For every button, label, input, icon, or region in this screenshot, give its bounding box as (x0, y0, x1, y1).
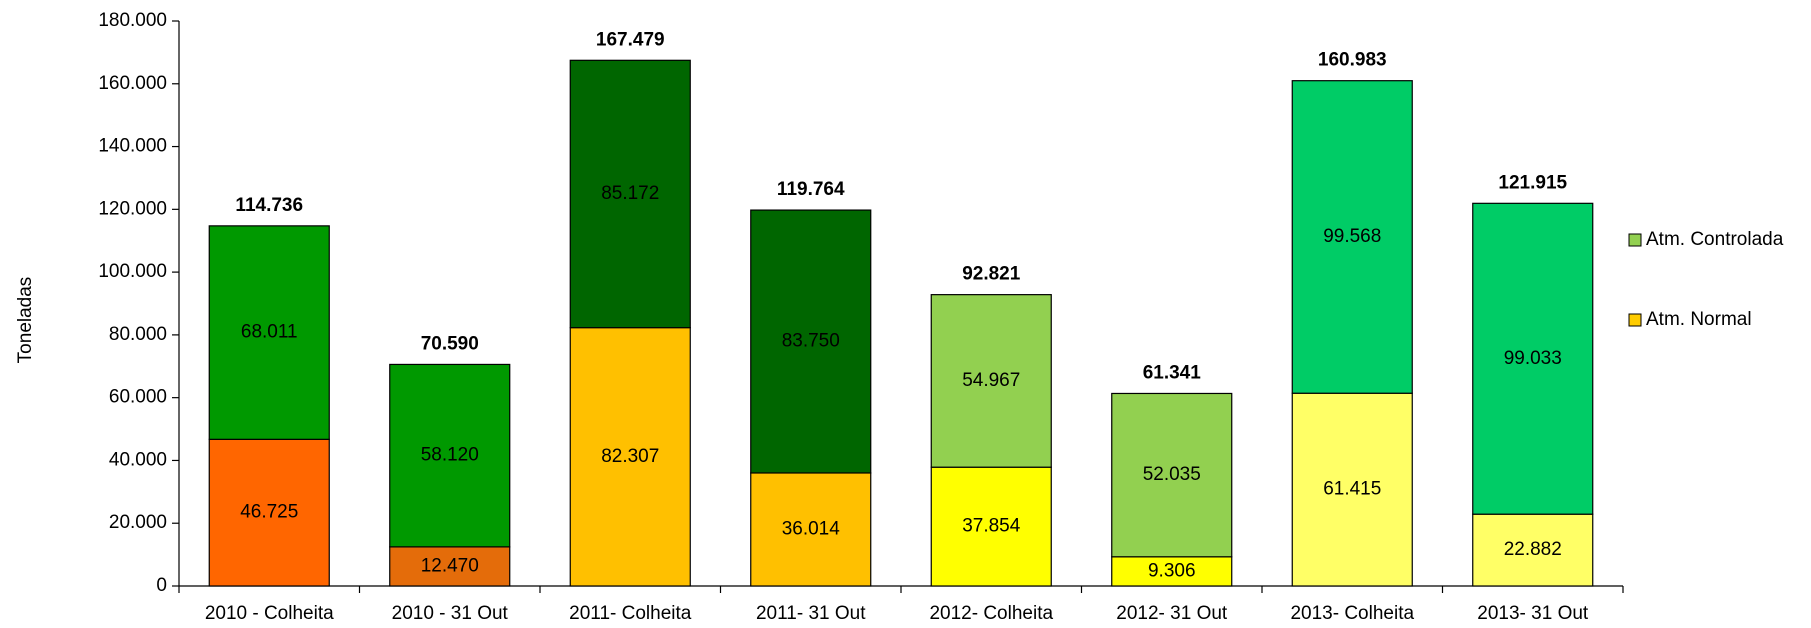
bar-segment (569, 327, 691, 587)
total-label: 167.479 (596, 29, 665, 50)
x-tick-label: 2010 - 31 Out (392, 603, 509, 624)
y-tick-label: 0 (156, 575, 167, 596)
y-tick-label: 20.000 (109, 512, 167, 533)
legend-label: Atm. Controlada (1646, 229, 1784, 250)
total-label: 121.915 (1498, 172, 1567, 193)
legend-swatch (1628, 313, 1642, 327)
value-label: 61.415 (1323, 479, 1381, 500)
value-label: 58.120 (421, 445, 479, 466)
y-tick-label: 100.000 (98, 261, 167, 282)
legend-swatch (1628, 233, 1642, 247)
total-label: 114.736 (235, 195, 303, 216)
total-label: 70.590 (421, 333, 479, 354)
value-label: 36.014 (782, 518, 841, 539)
value-label: 52.035 (1143, 464, 1201, 485)
bar-segment (1472, 202, 1594, 515)
bar-segment (750, 472, 872, 587)
value-label: 46.725 (240, 502, 298, 523)
x-tick-label: 2012- 31 Out (1116, 603, 1228, 624)
value-label: 83.750 (782, 331, 840, 352)
x-tick-label: 2013- Colheita (1290, 603, 1414, 624)
y-tick-label: 40.000 (109, 449, 167, 470)
bar-segment (208, 225, 330, 440)
value-label: 99.033 (1504, 348, 1562, 369)
bar-segment (569, 59, 691, 329)
value-label: 54.967 (962, 370, 1020, 391)
y-tick-label: 80.000 (109, 324, 167, 345)
value-label: 85.172 (601, 183, 659, 204)
bar-segment (389, 363, 511, 548)
x-tick-label: 2010 - Colheita (205, 603, 334, 624)
bar-segment (1472, 513, 1594, 587)
y-tick-label: 180.000 (98, 10, 167, 31)
bar-segment (930, 466, 1052, 587)
value-label: 68.011 (241, 322, 298, 343)
bar-segment (750, 209, 872, 474)
legend-label: Atm. Normal (1646, 309, 1752, 330)
y-tick-label: 140.000 (98, 136, 167, 157)
y-tick-label: 160.000 (98, 73, 167, 94)
value-label: 12.470 (421, 555, 479, 576)
y-tick-label: 120.000 (98, 198, 167, 219)
value-label: 9.306 (1148, 560, 1196, 581)
value-label: 82.307 (601, 446, 659, 467)
y-axis-label: Toneladas (15, 277, 36, 364)
total-label: 160.983 (1318, 50, 1387, 71)
y-tick-label: 60.000 (109, 387, 167, 408)
bar-segment (930, 294, 1052, 468)
x-tick-label: 2011- 31 Out (756, 603, 866, 624)
x-tick-label: 2013- 31 Out (1477, 603, 1589, 624)
total-label: 119.764 (777, 179, 845, 200)
bar-segment (1291, 80, 1413, 394)
bar-segment (1111, 392, 1233, 558)
total-label: 92.821 (962, 264, 1021, 285)
value-label: 37.854 (962, 516, 1021, 537)
value-label: 99.568 (1323, 226, 1381, 247)
value-label: 22.882 (1504, 539, 1562, 560)
x-tick-label: 2012- Colheita (929, 603, 1053, 624)
total-label: 61.341 (1143, 362, 1202, 383)
bar-segment (208, 438, 330, 587)
x-tick-label: 2011- Colheita (569, 603, 692, 624)
